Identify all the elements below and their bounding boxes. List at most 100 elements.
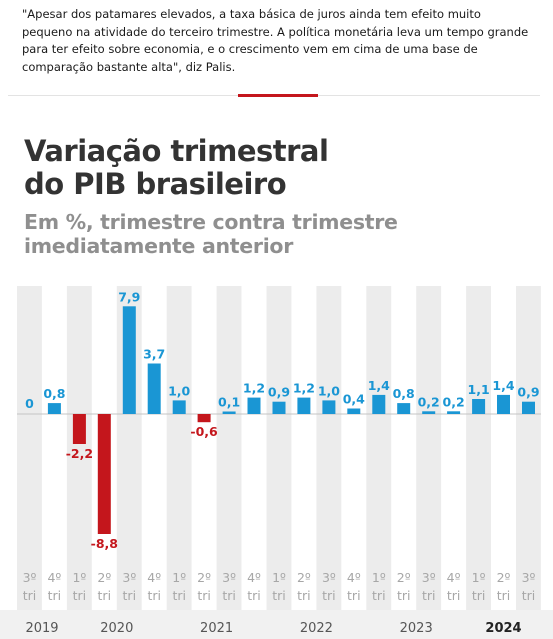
article-quote: "Apesar dos patamares elevados, a taxa b… [22,7,529,74]
bar [472,399,486,414]
bar [272,401,286,414]
section-divider-accent [238,94,318,97]
column-stripe [266,286,292,610]
quarter-label: 1º [272,570,286,585]
quarter-label: 1º [172,570,186,585]
bar [297,397,311,414]
value-label: 0,8 [393,386,415,401]
quarter-sub-label: tri [297,588,311,603]
quarter-label: 4º [247,570,261,585]
quarter-sub-label: tri [222,588,236,603]
bar [522,401,535,414]
year-label: 2021 [200,621,233,636]
bar [122,306,136,414]
quarter-sub-label: tri [397,588,411,603]
year-label: 2023 [400,621,433,636]
quarter-label: 4º [147,570,161,585]
value-label: 1,4 [368,378,390,393]
value-label: 1,0 [318,383,340,398]
bar [447,411,461,414]
quarter-label: 4º [47,570,61,585]
bar [147,363,161,414]
gdp-bar-chart: 00,8-2,2-8,87,93,71,0-0,60,11,2 0,9 1,2 1,0… [0,286,553,639]
bar [97,414,111,534]
quarter-sub-label: tri [123,588,137,603]
quarter-label: 3º [522,570,536,585]
value-label: 0,8 [43,386,65,401]
value-label: -0,6 [190,424,218,439]
quarter-sub-label: tri [347,588,361,603]
quarter-label: 1º [472,570,486,585]
bar [497,394,510,414]
quarter-sub-label: tri [73,588,87,603]
value-label: 1,2 [243,381,265,396]
chart-subtitle-line1: Em %, trimestre contra trimestre [24,210,398,234]
value-label: 0,9 [517,385,539,400]
year-band [0,610,553,639]
quarter-sub-label: tri [172,588,186,603]
value-label: 1,1 [468,382,490,397]
value-label: -8,8 [91,536,118,551]
quarter-label: 1º [72,570,86,585]
bar [322,400,336,414]
value-label: 0,2 [443,394,465,409]
column-stripe [466,286,491,610]
value-label: 0 [25,396,34,411]
bar [222,411,236,414]
chart-title: Variação trimestral do PIB brasileiro [24,135,329,201]
quarter-sub-label: tri [147,588,161,603]
quarter-label: 3º [422,570,436,585]
column-stripe [216,286,242,610]
bar [422,411,436,414]
quarter-label: 2º [497,570,511,585]
column-stripe [17,286,42,610]
quarter-sub-label: tri [447,588,461,603]
value-label: 1,2 [293,381,315,396]
year-label: 2024 [485,621,521,636]
quarter-sub-label: tri [322,588,336,603]
year-label: 2022 [300,621,333,636]
chart-subtitle-line2: imediatamente anterior [24,234,294,258]
quarter-label: 2º [397,570,411,585]
year-label: 2019 [25,621,58,636]
value-label: 0,2 [418,394,440,409]
quarter-label: 2º [297,570,311,585]
value-label: 3,7 [143,347,165,362]
quarter-sub-label: tri [522,588,536,603]
bar [372,394,386,414]
quarter-sub-label: tri [23,588,37,603]
quarter-label: 1º [372,570,386,585]
quarter-label: 4º [347,570,361,585]
value-label: 0,1 [218,395,240,410]
quarter-sub-label: tri [98,588,112,603]
quarter-label: 3º [23,570,37,585]
bar [347,408,361,414]
quarter-sub-label: tri [372,588,386,603]
column-stripe [366,286,392,610]
value-label: 0,4 [343,392,365,407]
column-stripe [166,286,192,610]
value-label: 1,4 [492,378,514,393]
column-stripe [516,286,541,610]
quarter-label: 3º [122,570,136,585]
column-stripe [66,286,92,610]
quarter-sub-label: tri [197,588,211,603]
quarter-label: 2º [197,570,211,585]
bar [47,403,61,414]
quarter-sub-label: tri [272,588,286,603]
bar [247,397,261,414]
chart-subtitle: Em %, trimestre contra trimestre imediat… [24,210,398,258]
bar [172,400,186,414]
quarter-sub-label: tri [472,588,486,603]
chart-title-line2: do PIB brasileiro [24,167,287,201]
quarter-label: 3º [222,570,236,585]
quarter-sub-label: tri [48,588,62,603]
quarter-sub-label: tri [247,588,261,603]
quarter-label: 3º [322,570,336,585]
column-stripe [416,286,442,610]
year-label: 2020 [100,621,133,636]
quarter-sub-label: tri [497,588,511,603]
bar [397,403,411,414]
value-label: 1,0 [168,383,190,398]
quarter-sub-label: tri [422,588,436,603]
